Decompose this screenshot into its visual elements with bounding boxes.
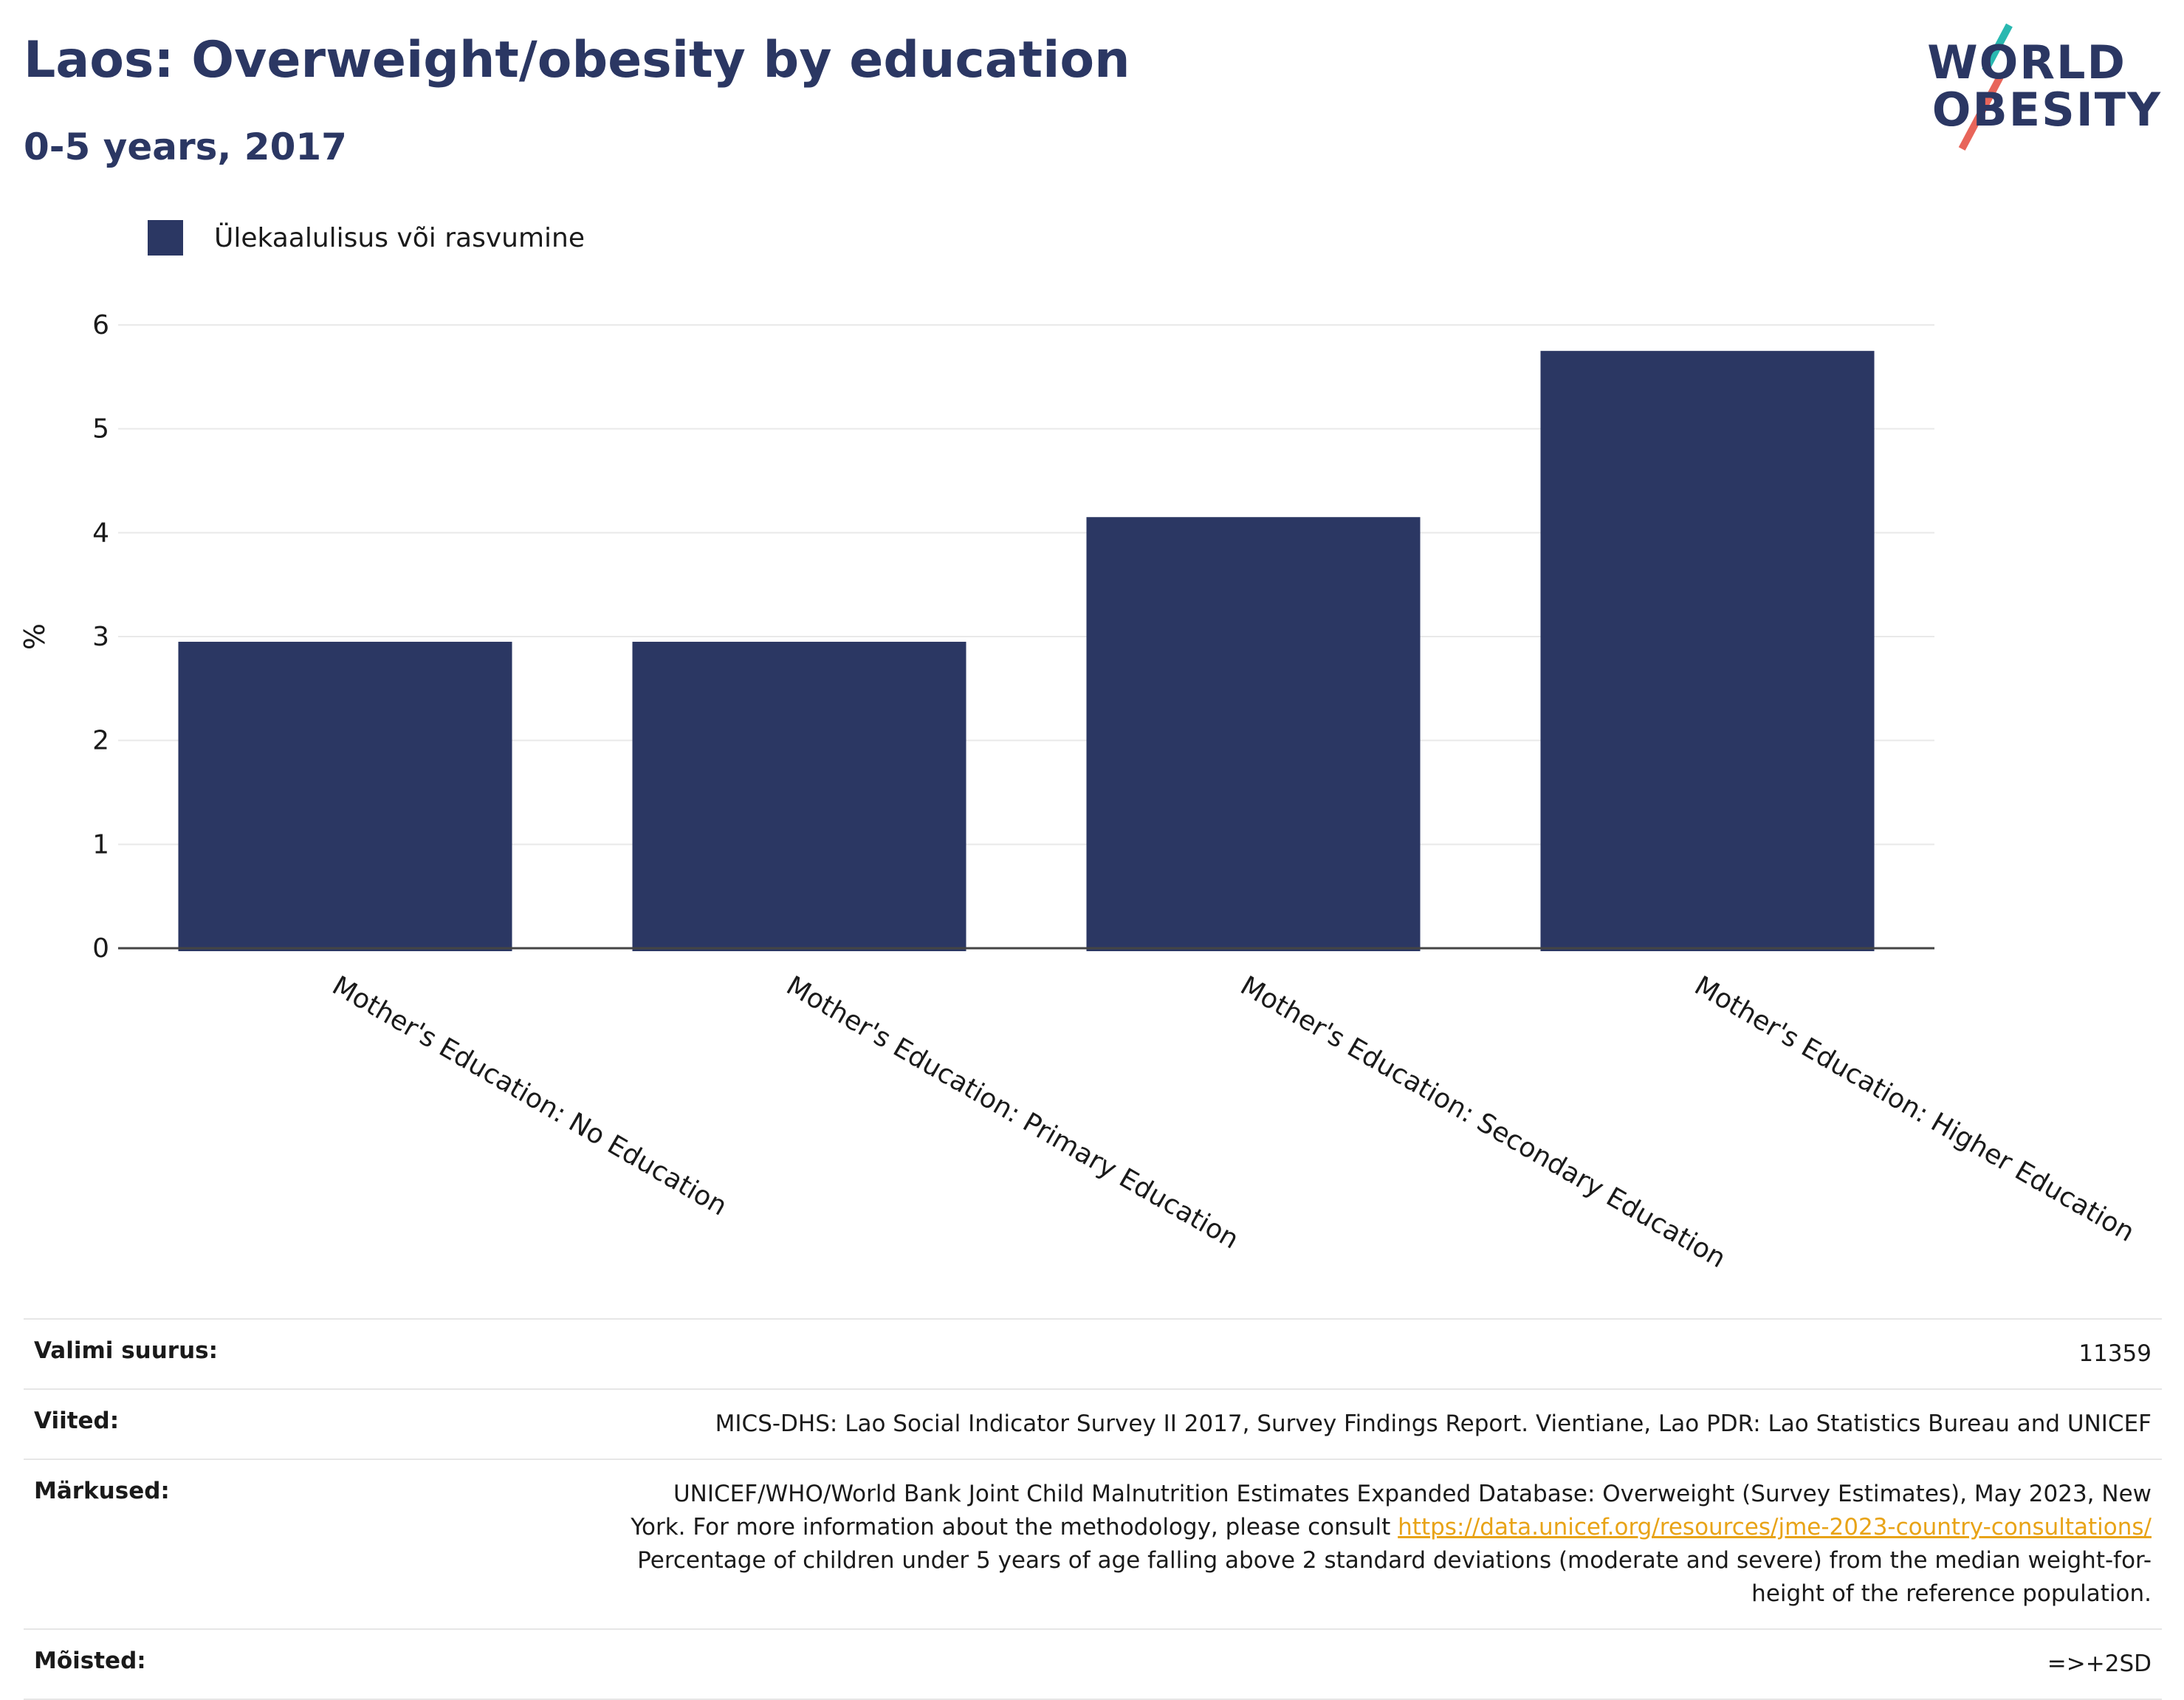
x-tick-label: Mother's Education: Primary Education xyxy=(781,970,1243,1255)
legend-swatch xyxy=(148,220,183,256)
x-tick-label: Mother's Education: Secondary Education xyxy=(1235,970,1731,1274)
x-tick-label: Mother's Education: No Education xyxy=(327,970,732,1221)
row-value: UNICEF/WHO/World Bank Joint Child Malnut… xyxy=(616,1478,2152,1611)
y-tick-label: 4 xyxy=(92,518,109,548)
y-tick-label: 2 xyxy=(92,726,109,756)
row-value: MICS-DHS: Lao Social Indicator Survey II… xyxy=(715,1410,2152,1437)
y-tick-label: 3 xyxy=(92,622,109,652)
x-tick-label: Mother's Education: Higher Education xyxy=(1689,970,2140,1248)
logo-line-2: OBESITY xyxy=(1931,83,2162,137)
legend-label: Ülekaalulisus või rasvumine xyxy=(214,222,585,253)
y-tick-label: 0 xyxy=(92,933,109,964)
info-table: Valimi suurus: 11359 Viited: MICS-DHS: L… xyxy=(24,1318,2162,1700)
logo-line-1: WORLD xyxy=(1927,35,2126,89)
chart-subtitle: 0-5 years, 2017 xyxy=(24,126,347,168)
y-tick-label: 1 xyxy=(92,829,109,860)
y-axis-label: % xyxy=(18,623,51,650)
methodology-link[interactable]: https://data.unicef.org/resources/jme-20… xyxy=(1398,1513,2152,1540)
row-value: 11359 xyxy=(2078,1340,2152,1367)
row-key: Valimi suurus: xyxy=(34,1337,218,1364)
bar-chart: 0 1 2 3 4 5 6% Mother's Education: No Education… xyxy=(18,310,2140,1274)
table-row-references: Viited: MICS-DHS: Lao Social Indicator S… xyxy=(24,1388,2162,1459)
table-row-sample-size: Valimi suurus: 11359 xyxy=(24,1318,2162,1388)
row-key: Märkused: xyxy=(34,1477,170,1504)
notes-text-pre: UNICEF/WHO/World Bank Joint Child Malnut… xyxy=(631,1480,2152,1540)
row-value: =>+2SD xyxy=(2047,1650,2152,1677)
chart-title: Laos: Overweight/obesity by education xyxy=(24,31,1130,89)
table-row-definitions: Mõisted: =>+2SD xyxy=(24,1628,2162,1700)
y-tick-label: 5 xyxy=(92,414,109,445)
bar xyxy=(1540,351,1875,952)
bar xyxy=(632,642,966,951)
notes-text-post: Percentage of children under 5 years of … xyxy=(637,1546,2152,1607)
row-key: Viited: xyxy=(34,1407,120,1434)
world-obesity-logo: WORLD OBESITY xyxy=(1920,22,2171,155)
chart-legend[interactable]: Ülekaalulisus või rasvumine xyxy=(148,220,585,256)
row-key: Mõisted: xyxy=(34,1647,146,1674)
bar xyxy=(1086,517,1421,951)
table-row-notes: Märkused: UNICEF/WHO/World Bank Joint Ch… xyxy=(24,1458,2162,1628)
bar xyxy=(178,642,512,951)
y-tick-label: 6 xyxy=(92,310,109,340)
